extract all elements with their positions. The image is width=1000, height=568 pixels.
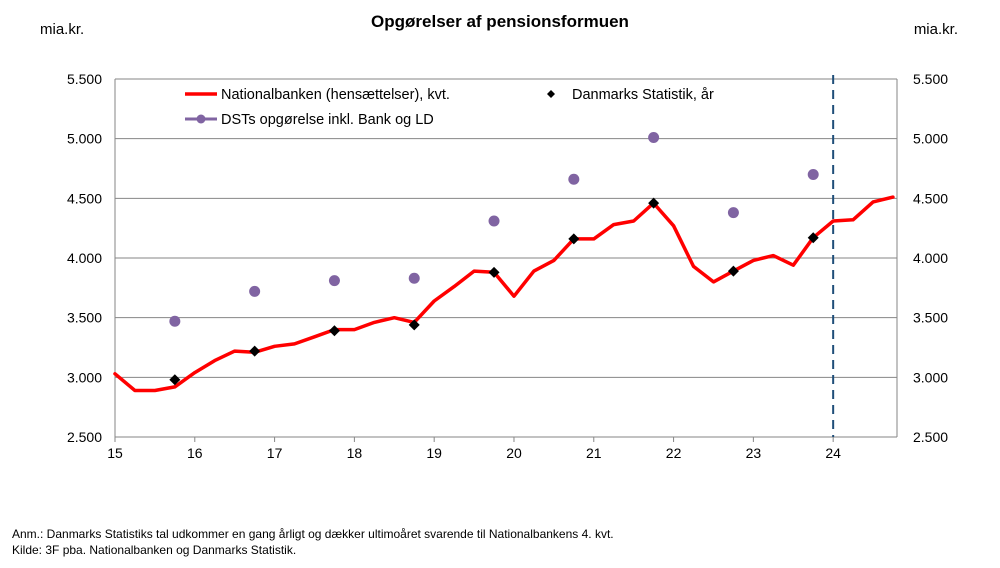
y-tick-label-left: 4.000 [67, 250, 102, 266]
y-tick-label-right: 2.500 [913, 429, 948, 445]
y-tick-label-left: 3.500 [67, 310, 102, 326]
x-tick-label: 16 [187, 445, 203, 461]
legend-swatch-circle [196, 114, 206, 124]
legend-label-danmarks-statistik: Danmarks Statistik, år [572, 87, 714, 103]
note-text: Anm.: Danmarks Statistiks tal udkommer e… [12, 527, 614, 541]
dst-incl-bank-point [807, 168, 819, 180]
dst-incl-bank-point [169, 315, 181, 327]
x-tick-label: 24 [825, 445, 841, 461]
gridlines [115, 78, 897, 378]
x-tick-label: 20 [506, 445, 522, 461]
danmarks-statistik-point [169, 374, 181, 386]
danmarks-statistik-point [488, 266, 500, 278]
y-tick-label-right: 4.500 [913, 190, 948, 206]
y-tick-label-right: 5.500 [913, 71, 948, 87]
danmarks-statistik-point [568, 233, 580, 245]
x-tick-label: 21 [586, 445, 602, 461]
dst-incl-bank-point [727, 207, 739, 219]
tick-labels: 2.500 2.500 3.000 3.000 3.500 3.500 4.000 4.000… [67, 71, 948, 461]
y-axis-unit-right: mia.kr. [914, 21, 958, 38]
chart-title: Opgørelser af pensionsformuen [371, 12, 629, 31]
danmarks-statistik-point [328, 325, 340, 337]
y-axis-unit-left: mia.kr. [40, 21, 84, 38]
danmarks-statistik-point [249, 345, 261, 357]
legend-swatch-diamond [547, 90, 555, 98]
y-tick-label-right: 5.000 [913, 131, 948, 147]
danmarks-statistik-point [408, 319, 420, 331]
legend-label-nationalbanken: Nationalbanken (hensættelser), kvt. [221, 87, 450, 103]
series-line-nationalbanken [113, 195, 895, 393]
axes [114, 79, 898, 442]
danmarks-statistik-point [727, 265, 739, 277]
y-tick-label-right: 4.000 [913, 250, 948, 266]
y-tick-label-left: 4.500 [67, 190, 102, 206]
dst-incl-bank-point [488, 215, 500, 227]
x-tick-label: 17 [267, 445, 283, 461]
x-tick-label: 15 [107, 445, 123, 461]
dst-incl-bank-point [328, 275, 340, 287]
x-tick-label: 23 [746, 445, 762, 461]
dst-incl-bank-point [648, 131, 660, 143]
legend-label-dst-incl-bank: DSTs opgørelse inkl. Bank og LD [221, 112, 434, 128]
y-tick-label-left: 2.500 [67, 429, 102, 445]
x-tick-label: 18 [347, 445, 363, 461]
y-tick-label-left: 5.000 [67, 131, 102, 147]
legend: Nationalbanken (hensættelser), kvt. Danma… [185, 87, 714, 128]
y-tick-label-left: 3.000 [67, 369, 102, 385]
y-tick-label-right: 3.000 [913, 369, 948, 385]
x-tick-label: 22 [666, 445, 682, 461]
y-tick-label-right: 3.500 [913, 310, 948, 326]
source-text: Kilde: 3F pba. Nationalbanken og Danmark… [12, 543, 297, 557]
dst-incl-bank-point [568, 173, 580, 185]
dst-incl-bank-point [408, 272, 420, 284]
pension-chart: Opgørelser af pensionsformuen mia.kr. mi… [40, 12, 958, 461]
y-tick-label-left: 5.500 [67, 71, 102, 87]
x-tick-label: 19 [426, 445, 442, 461]
danmarks-statistik-point [807, 232, 819, 244]
data-marks [113, 75, 895, 437]
dst-incl-bank-point [249, 285, 261, 297]
danmarks-statistik-point [648, 197, 660, 209]
